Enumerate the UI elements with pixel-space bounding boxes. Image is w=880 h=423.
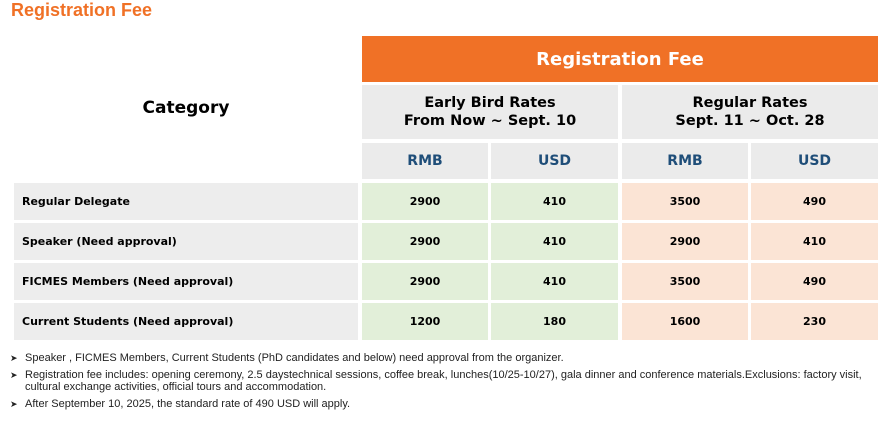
early-bird-dates: From Now ~ Sept. 10: [403, 113, 577, 129]
early-bird-title: Early Bird Rates: [424, 95, 556, 111]
row-label: Current Students (Need approval): [14, 303, 358, 340]
arrow-bullet-icon: ➤: [10, 353, 18, 363]
list-item: ➤ Speaker , FICMES Members, Current Stud…: [10, 352, 872, 365]
fee-cell: 1600: [622, 303, 748, 340]
fee-cell: 2900: [622, 223, 748, 260]
fee-cell: 410: [751, 223, 878, 260]
fee-cell: 230: [751, 303, 878, 340]
list-item: ➤ Registration fee includes: opening cer…: [10, 369, 872, 394]
note-text: Registration fee includes: opening cerem…: [25, 368, 862, 394]
row-label: FICMES Members (Need approval): [14, 263, 358, 300]
row-label: Regular Delegate: [14, 183, 358, 220]
currency-header: USD: [751, 143, 878, 179]
fee-cell: 410: [491, 223, 618, 260]
fee-cell: 180: [491, 303, 618, 340]
currency-header: USD: [491, 143, 618, 179]
arrow-bullet-icon: ➤: [10, 398, 18, 409]
note-text: After September 10, 2025, the standard r…: [25, 397, 351, 410]
row-label: Speaker (Need approval): [14, 223, 358, 260]
fee-cell: 410: [491, 183, 618, 220]
category-header: Category: [142, 97, 230, 118]
fee-cell: 2900: [362, 263, 488, 300]
currency-header: RMB: [362, 143, 488, 179]
fee-cell: 2900: [362, 183, 488, 220]
fee-cell: 2900: [362, 223, 488, 260]
fee-cell: 410: [491, 263, 618, 300]
currency-header: RMB: [622, 143, 748, 179]
regular-rates-dates: Sept. 11 ~ Oct. 28: [675, 113, 825, 129]
fee-cell: 1200: [362, 303, 488, 340]
fee-cell: 3500: [622, 263, 748, 300]
early-bird-header: Early Bird Rates From Now ~ Sept. 10: [362, 85, 618, 139]
page-title: Registration Fee: [11, 0, 153, 20]
fee-cell: 490: [751, 183, 878, 220]
fee-cell: 490: [751, 263, 878, 300]
arrow-bullet-icon: ➤: [10, 369, 18, 380]
regular-rates-header: Regular Rates Sept. 11 ~ Oct. 28: [622, 85, 878, 139]
registration-fee-header: Registration Fee: [362, 36, 878, 82]
notes-list: ➤ Speaker , FICMES Members, Current Stud…: [10, 352, 872, 414]
note-text: Speaker , FICMES Members, Current Studen…: [25, 352, 564, 364]
regular-rates-title: Regular Rates: [692, 95, 808, 111]
list-item: ➤ After September 10, 2025, the standard…: [10, 398, 872, 411]
fee-cell: 3500: [622, 183, 748, 220]
